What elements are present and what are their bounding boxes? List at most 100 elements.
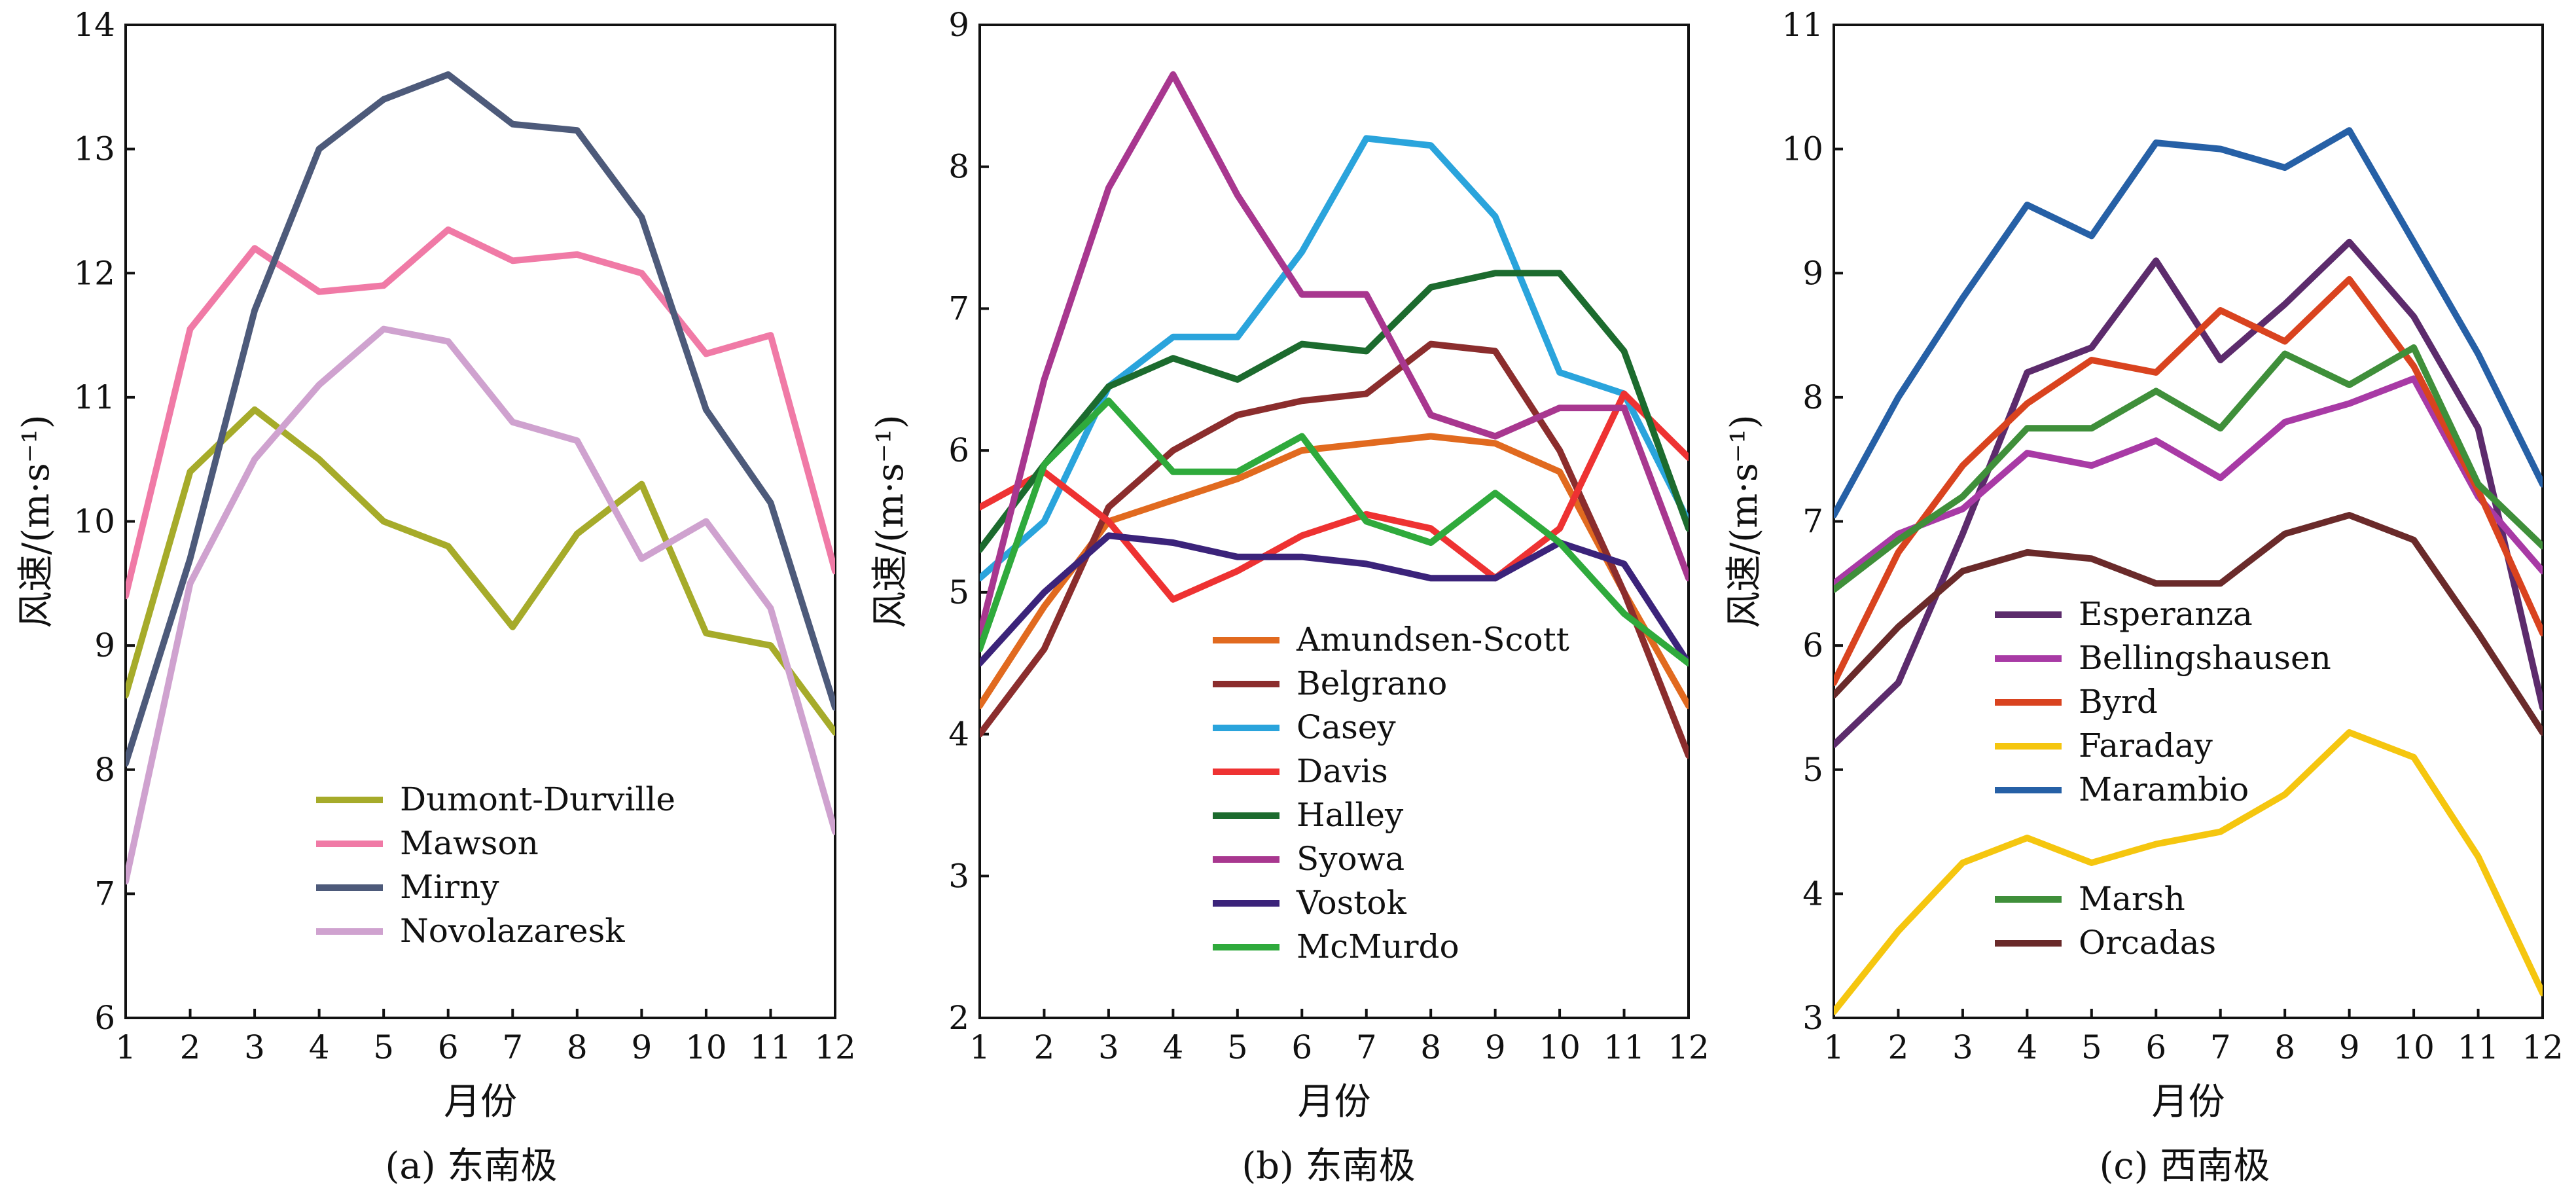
y-tick-label: 8 bbox=[948, 148, 969, 186]
x-tick-label: 8 bbox=[567, 1028, 588, 1066]
x-tick-label: 2 bbox=[1888, 1028, 1909, 1066]
panel-caption-a: (a) 东南极 bbox=[385, 1145, 558, 1187]
legend-label-belgrano: Belgrano bbox=[1297, 664, 1447, 702]
x-tick-label: 10 bbox=[1539, 1028, 1581, 1066]
y-tick-label: 6 bbox=[94, 999, 115, 1037]
x-tick-label: 7 bbox=[502, 1028, 523, 1066]
y-tick-label: 6 bbox=[948, 431, 969, 469]
x-tick-label: 10 bbox=[685, 1028, 727, 1066]
legend-label-casey: Casey bbox=[1297, 708, 1396, 746]
y-tick-label: 9 bbox=[948, 6, 969, 44]
series-line-marsh bbox=[1834, 344, 2543, 593]
y-tick-label: 13 bbox=[73, 130, 115, 168]
legend-a: Dumont-Durville Mawson Mirny Novolazaresk bbox=[316, 780, 675, 950]
y-tick-label: 2 bbox=[948, 999, 969, 1037]
x-tick-label: 12 bbox=[814, 1028, 856, 1066]
x-tick-label: 1 bbox=[1823, 1028, 1844, 1066]
y-axis-title-c: 风速/(m·s⁻¹) bbox=[1723, 414, 1766, 628]
x-tick-label: 1 bbox=[969, 1028, 990, 1066]
y-tick-label: 14 bbox=[73, 6, 115, 44]
legend-label-davis: Davis bbox=[1297, 752, 1388, 790]
y-axis-title-b: 风速/(m·s⁻¹) bbox=[869, 414, 912, 628]
panel-caption-b: (b) 东南极 bbox=[1242, 1145, 1415, 1187]
x-tick-label: 9 bbox=[1485, 1028, 1506, 1066]
y-tick-label: 9 bbox=[1802, 254, 1823, 292]
series-line-esperanza bbox=[1834, 238, 2543, 748]
legend-label-mirny: Mirny bbox=[400, 868, 499, 906]
legend-label-faraday: Faraday bbox=[2079, 727, 2213, 765]
x-tick-label: 11 bbox=[750, 1028, 792, 1066]
x-tick-label: 11 bbox=[1603, 1028, 1645, 1066]
y-tick-label: 3 bbox=[948, 857, 969, 895]
series-line-bellingshausen bbox=[1834, 375, 2543, 587]
legend-label-halley: Halley bbox=[1297, 796, 1404, 834]
y-tick-label: 9 bbox=[94, 626, 115, 664]
x-tick-label: 5 bbox=[1227, 1028, 1248, 1066]
x-tick-label: 6 bbox=[438, 1028, 459, 1066]
x-tick-label: 6 bbox=[1291, 1028, 1312, 1066]
y-axis-title-a: 风速/(m·s⁻¹) bbox=[15, 414, 58, 628]
x-tick-label: 7 bbox=[2210, 1028, 2231, 1066]
y-tick-label: 4 bbox=[1802, 875, 1823, 913]
legend-label-amundsen-scott: Amundsen-Scott bbox=[1296, 621, 1569, 659]
legend-label-vostok: Vostok bbox=[1296, 884, 1406, 922]
series-line-syowa bbox=[980, 71, 1689, 638]
legend-c: Esperanza Bellingshausen Byrd Faraday Maramb… bbox=[1995, 595, 2331, 962]
legend-label-mcmurdo: McMurdo bbox=[1297, 928, 1459, 966]
y-tick-label: 7 bbox=[948, 289, 969, 327]
x-axis-title-a: 月份 bbox=[444, 1081, 517, 1123]
y-tick-label: 7 bbox=[1802, 503, 1823, 541]
legend-label-orcadas: Orcadas bbox=[2079, 924, 2216, 962]
x-tick-label: 6 bbox=[2145, 1028, 2166, 1066]
x-tick-label: 1 bbox=[115, 1028, 136, 1066]
y-tick-label: 11 bbox=[1781, 6, 1823, 44]
x-tick-label: 10 bbox=[2393, 1028, 2435, 1066]
x-tick-label: 9 bbox=[631, 1028, 652, 1066]
x-tick-label: 5 bbox=[373, 1028, 394, 1066]
series-line-davis bbox=[980, 390, 1689, 603]
legend-label-dumont-durville: Dumont-Durville bbox=[400, 780, 675, 818]
x-tick-label: 12 bbox=[2522, 1028, 2564, 1066]
x-tick-label: 2 bbox=[1034, 1028, 1055, 1066]
series-line-mawson bbox=[126, 226, 835, 600]
x-tick-label: 3 bbox=[1952, 1028, 1973, 1066]
x-tick-label: 4 bbox=[309, 1028, 330, 1066]
y-tick-label: 7 bbox=[94, 875, 115, 913]
panel-caption-c: (c) 西南极 bbox=[2100, 1145, 2270, 1187]
y-tick-label: 5 bbox=[948, 573, 969, 611]
series-line-vostok bbox=[980, 532, 1689, 667]
y-tick-label: 8 bbox=[94, 751, 115, 789]
x-tick-label: 8 bbox=[1420, 1028, 1441, 1066]
legend-label-mawson: Mawson bbox=[400, 824, 539, 862]
series-line-dumont-durville bbox=[126, 406, 835, 736]
x-tick-label: 4 bbox=[1162, 1028, 1183, 1066]
x-tick-label: 3 bbox=[244, 1028, 265, 1066]
x-tick-label: 3 bbox=[1098, 1028, 1119, 1066]
x-tick-label: 9 bbox=[2339, 1028, 2360, 1066]
y-tick-label: 5 bbox=[1802, 751, 1823, 789]
x-tick-label: 11 bbox=[2458, 1028, 2499, 1066]
series-line-mcmurdo bbox=[980, 397, 1689, 667]
x-axis-title-c: 月份 bbox=[2152, 1081, 2225, 1123]
legend-label-byrd: Byrd bbox=[2079, 683, 2158, 721]
y-tick-label: 11 bbox=[73, 378, 115, 416]
series-line-marambio bbox=[1834, 127, 2543, 518]
series-line-orcadas bbox=[1834, 512, 2543, 736]
y-tick-label: 6 bbox=[1802, 626, 1823, 664]
series-line-faraday bbox=[1834, 729, 2543, 1015]
series-line-byrd bbox=[1834, 276, 2543, 686]
x-axis-title-b: 月份 bbox=[1298, 1081, 1371, 1123]
x-tick-label: 2 bbox=[180, 1028, 201, 1066]
x-tick-label: 7 bbox=[1356, 1028, 1377, 1066]
series-line-novolazaresk bbox=[126, 325, 835, 885]
y-tick-label: 8 bbox=[1802, 378, 1823, 416]
legend-label-syowa: Syowa bbox=[1297, 840, 1404, 878]
y-tick-label: 10 bbox=[73, 503, 115, 541]
legend-label-marambio: Marambio bbox=[2079, 770, 2249, 808]
legend-label-esperanza: Esperanza bbox=[2079, 595, 2253, 633]
y-tick-label: 3 bbox=[1802, 999, 1823, 1037]
